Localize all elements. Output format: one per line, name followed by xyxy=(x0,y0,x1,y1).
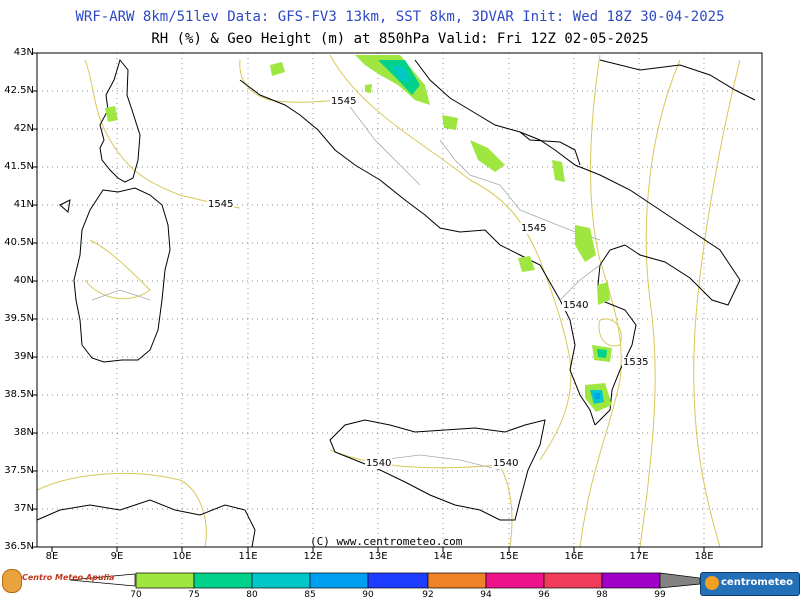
lon-label: 15E xyxy=(499,551,519,562)
lon-label: 17E xyxy=(629,551,649,562)
lat-label: 36.5N xyxy=(4,541,34,552)
lat-label: 43N xyxy=(13,47,34,58)
lat-label: 37.5N xyxy=(4,465,34,476)
legend-value: 98 xyxy=(596,590,608,600)
legend-swatch-94 xyxy=(485,572,545,589)
logo-left-text: Centro Meteo Apulia xyxy=(22,573,115,582)
contour-label: 1545 xyxy=(207,199,235,210)
lon-label: 18E xyxy=(694,551,714,562)
legend-swatch-80 xyxy=(251,572,311,589)
lat-label: 37N xyxy=(13,503,34,514)
centro-meteo-apulia-logo: Centro Meteo Apulia xyxy=(2,569,115,593)
contour-label: 1540 xyxy=(365,458,393,469)
contour-label: 1545 xyxy=(520,223,548,234)
legend-value: 96 xyxy=(538,590,550,600)
lat-label: 41.5N xyxy=(4,161,34,172)
logo-circle-icon xyxy=(705,576,719,590)
legend-swatch-98 xyxy=(601,572,661,589)
region-borders xyxy=(91,99,601,471)
lat-label: 42N xyxy=(13,123,34,134)
copyright-notice: (C) www.centrometeo.com xyxy=(310,535,463,548)
contour-label: 1545 xyxy=(330,96,358,107)
legend-swatch-96 xyxy=(543,572,603,589)
legend-swatch-90 xyxy=(367,572,429,589)
field-valid-title: RH (%) & Geo Height (m) at 850hPa Valid:… xyxy=(151,31,649,47)
lon-label: 10E xyxy=(172,551,192,562)
legend-value: 75 xyxy=(188,590,200,600)
legend-value: 80 xyxy=(246,590,258,600)
lon-label: 12E xyxy=(303,551,323,562)
lat-label: 39.5N xyxy=(4,313,34,324)
legend-swatch-85 xyxy=(309,572,369,589)
model-info-title: WRF-ARW 8km/51lev Data: GFS-FV3 13km, SS… xyxy=(75,9,725,25)
legend-bar xyxy=(69,572,701,589)
contour-label: 1535 xyxy=(622,357,650,368)
humidity-areas xyxy=(105,55,612,412)
grid-lines xyxy=(37,53,762,547)
logo-right-text: centrometeo xyxy=(721,577,794,588)
contour-label: 1540 xyxy=(562,300,590,311)
lat-label: 40.5N xyxy=(4,237,34,248)
map-frame xyxy=(36,52,763,548)
lat-label: 38.5N xyxy=(4,389,34,400)
legend-value: 92 xyxy=(422,590,434,600)
lat-label: 41N xyxy=(13,199,34,210)
lon-label: 8E xyxy=(45,551,59,562)
lon-label: 9E xyxy=(110,551,124,562)
centrometeo-logo: centrometeo xyxy=(700,572,800,596)
legend-value: 70 xyxy=(130,590,142,600)
legend-value: 90 xyxy=(362,590,374,600)
legend-swatch-75 xyxy=(193,572,253,589)
lat-label: 38N xyxy=(13,427,34,438)
lon-label: 13E xyxy=(368,551,388,562)
legend-value: 94 xyxy=(480,590,492,600)
legend-swatch-70 xyxy=(135,572,195,589)
axis-ticks xyxy=(32,52,705,552)
geo-height-contours xyxy=(36,54,741,548)
legend-value: 85 xyxy=(304,590,316,600)
lon-label: 16E xyxy=(564,551,584,562)
lat-label: 42.5N xyxy=(4,85,34,96)
lon-label: 14E xyxy=(433,551,453,562)
lat-label: 40N xyxy=(13,275,34,286)
logo-emblem-icon xyxy=(2,569,22,593)
legend-swatch-92 xyxy=(427,572,487,589)
legend-value: 99 xyxy=(654,590,666,600)
lon-label: 11E xyxy=(238,551,258,562)
contour-label: 1540 xyxy=(492,458,520,469)
lat-label: 39N xyxy=(13,351,34,362)
